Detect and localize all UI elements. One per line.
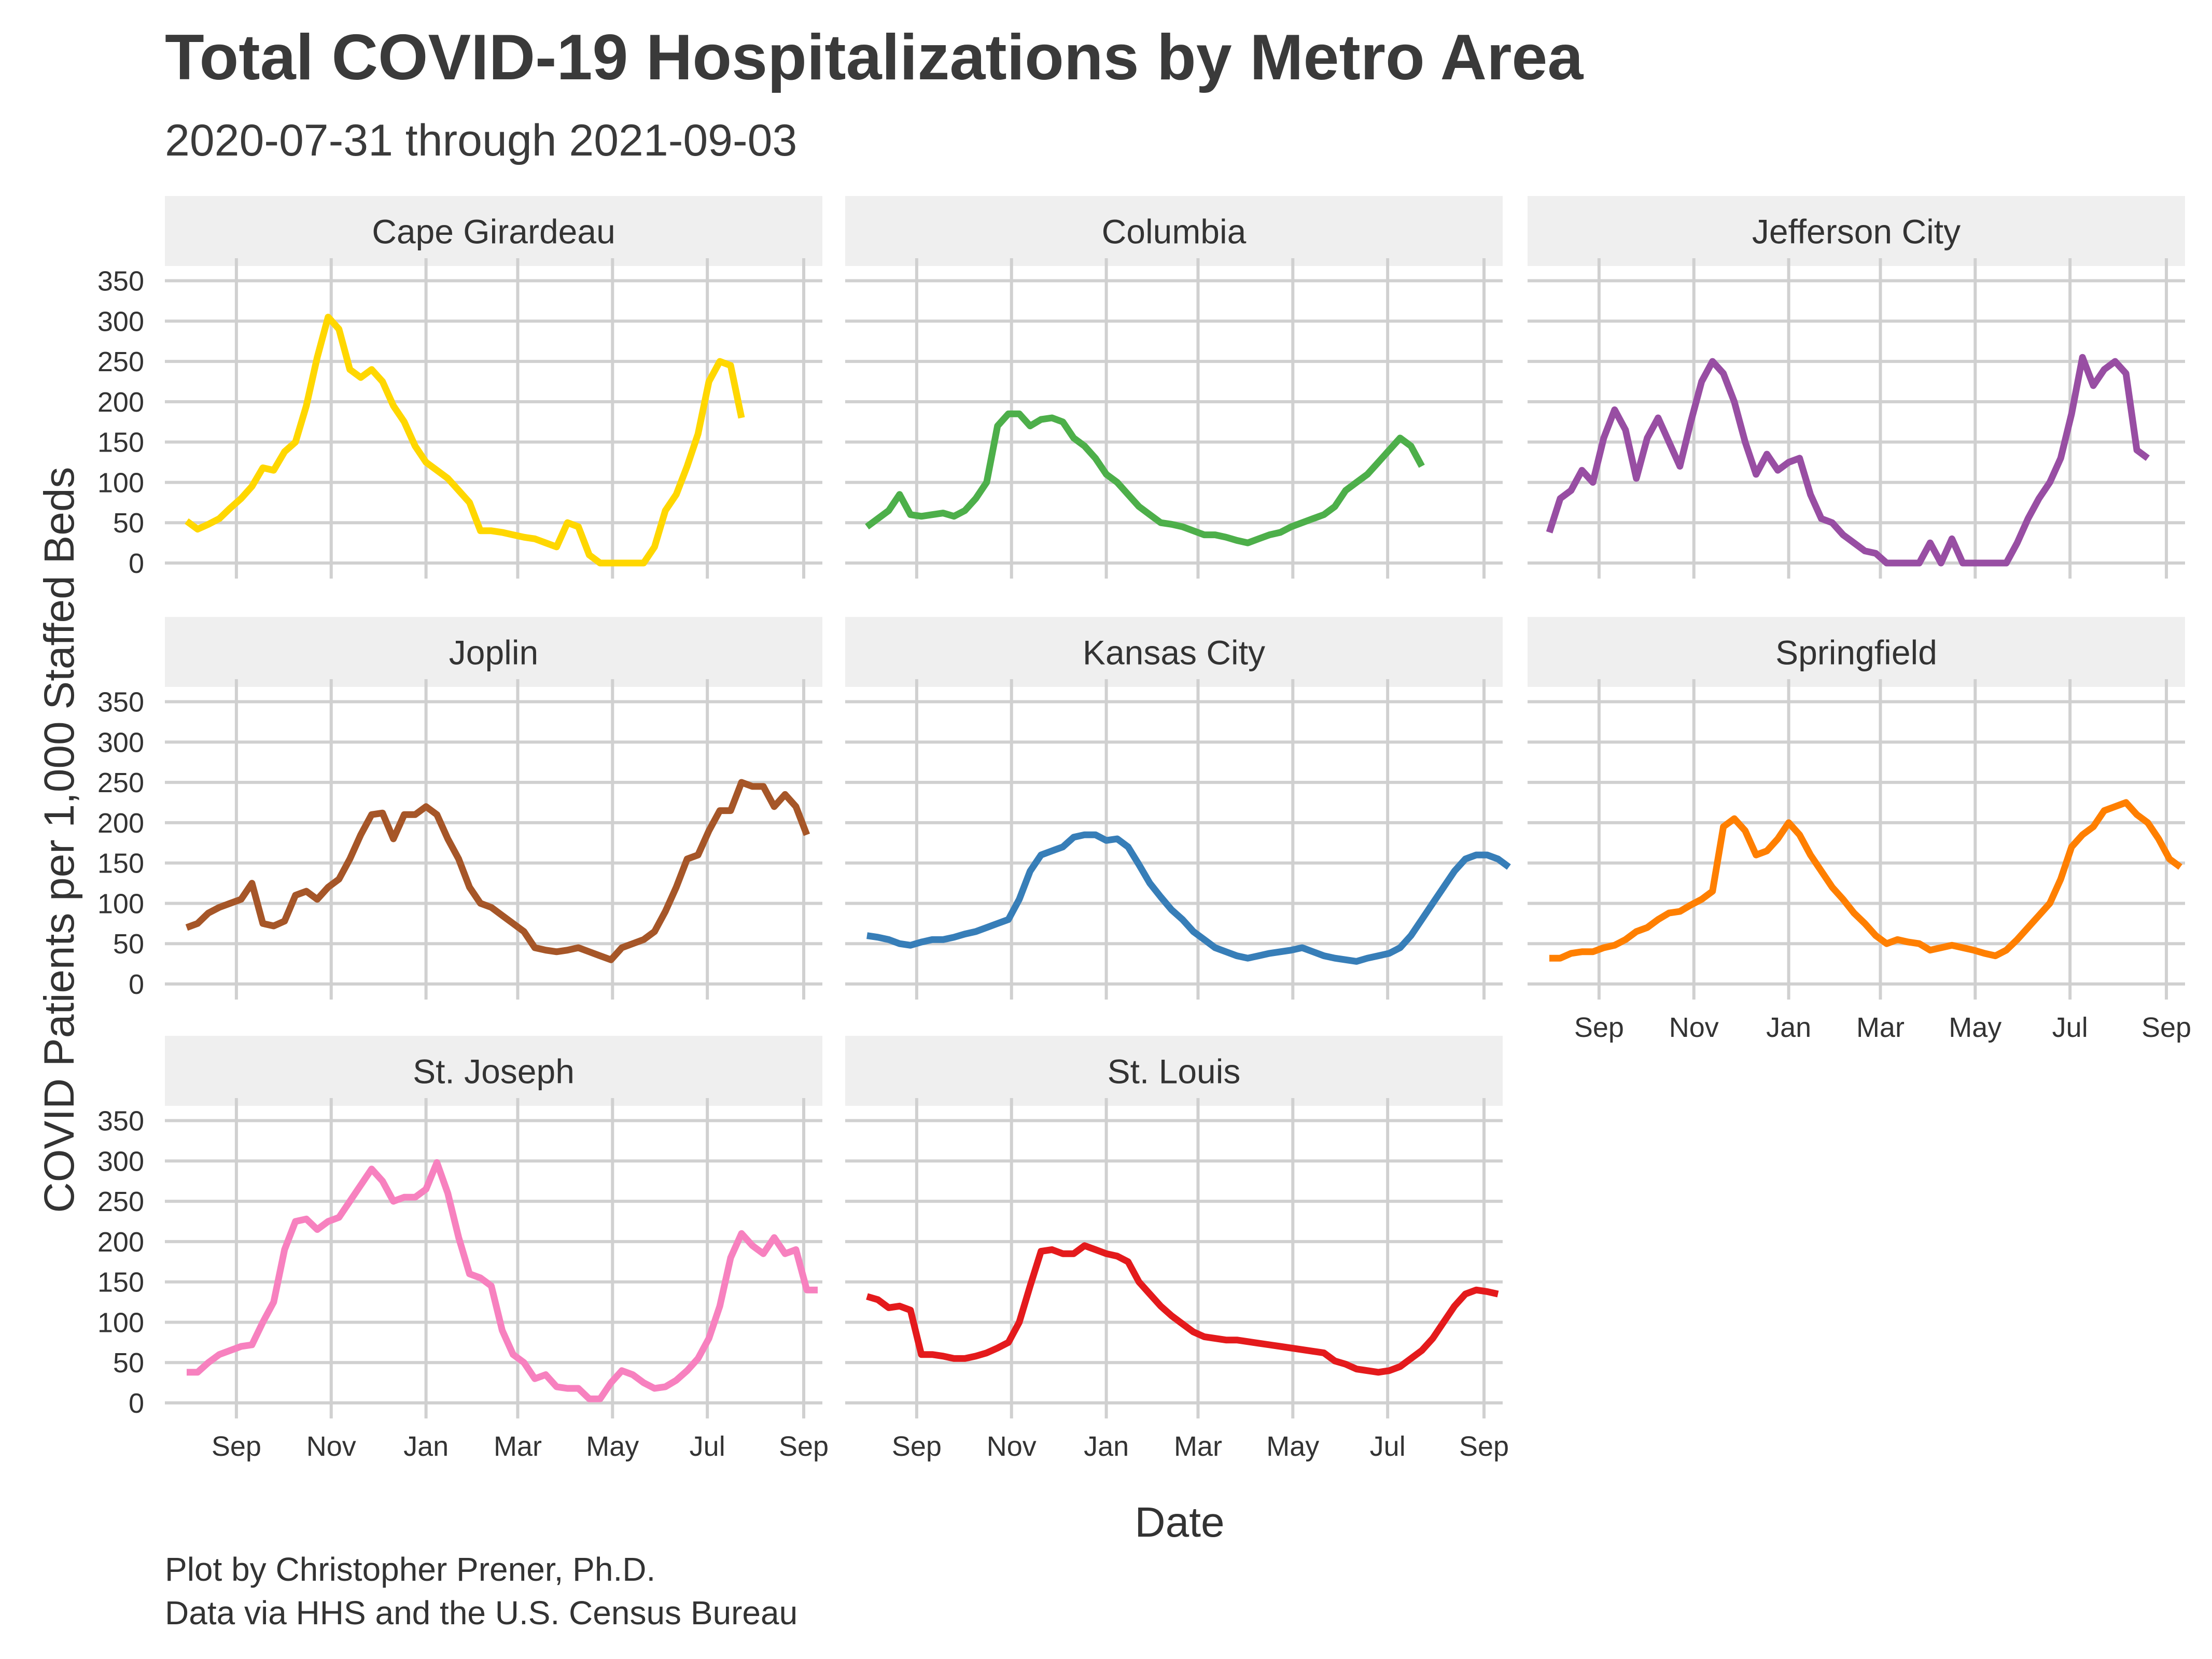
x-tick-label: Jul [690, 1431, 725, 1462]
strip-background [1528, 196, 2185, 266]
y-tick-label: 150 [97, 1267, 144, 1298]
strip-label-kansas-city: Kansas City [1083, 634, 1265, 672]
strip-label-joplin: Joplin [449, 634, 538, 672]
y-tick-label: 50 [113, 1347, 144, 1379]
x-tick-label: Sep [2141, 1012, 2191, 1043]
y-tick-label: 0 [129, 548, 144, 579]
caption: Plot by Christopher Prener, Ph.D. Data v… [165, 1548, 797, 1635]
x-tick-label: Jan [1766, 1012, 1811, 1043]
series-line-springfield [1549, 799, 2182, 962]
y-tick-label: 100 [97, 1307, 144, 1338]
y-tick-label: 100 [97, 888, 144, 919]
series-line-kansas-city [866, 831, 1511, 965]
strip-background [165, 196, 822, 266]
panel-joplin: Joplin 0 50 100 150 200 250 300 350 [97, 617, 822, 1000]
series-line-columbia [865, 410, 1425, 546]
strip-label-st-joseph: St. Joseph [413, 1052, 575, 1091]
x-tick-label: Mar [1856, 1012, 1905, 1043]
panel-cape-girardeau: Cape Girardeau 0 50 100 150 200 250 300 350 [97, 196, 822, 579]
strip-label-cape-girardeau: Cape Girardeau [372, 213, 615, 251]
strip-background [845, 196, 1503, 266]
panel-st-joseph: St. Joseph 0 50 100 150 200 250 300 350 Sep Nov Jan… [97, 1036, 829, 1462]
x-tick-label: Sep [212, 1431, 261, 1462]
x-tick-label: Mar [494, 1431, 542, 1462]
y-tick-label: 300 [97, 306, 144, 337]
strip-label-springfield: Springfield [1775, 634, 1937, 672]
series-line-st-louis [866, 1242, 1499, 1376]
x-tick-label: Sep [1459, 1431, 1509, 1462]
x-tick-label: Jan [1084, 1431, 1129, 1462]
series-line-jefferson-city [1546, 354, 2150, 567]
x-tick-label: May [1266, 1431, 1319, 1462]
strip-background [845, 1036, 1503, 1106]
x-tick-label: Sep [1574, 1012, 1624, 1043]
x-tick-label: Sep [779, 1431, 829, 1462]
panel-springfield: Springfield Sep Nov Jan Mar May Jul Sep [1528, 617, 2191, 1043]
x-axis-label: Date [1135, 1499, 1225, 1546]
strip-background [845, 617, 1503, 687]
strip-background [1528, 617, 2185, 687]
y-tick-label: 250 [97, 1186, 144, 1217]
y-tick-label: 100 [97, 467, 144, 498]
y-tick-label: 200 [97, 808, 144, 839]
y-tick-label: 150 [97, 427, 144, 458]
y-tick-label: 350 [97, 1106, 144, 1137]
x-tick-label: Jul [1370, 1431, 1406, 1462]
strip-background [165, 1036, 822, 1106]
strip-label-columbia: Columbia [1102, 213, 1247, 251]
y-tick-label: 350 [97, 687, 144, 718]
chart-subtitle: 2020-07-31 through 2021-09-03 [165, 116, 797, 165]
panel-columbia: Columbia [845, 196, 1503, 579]
y-tick-label: 50 [113, 508, 144, 539]
x-tick-label: Nov [987, 1431, 1037, 1462]
y-tick-label: 200 [97, 1227, 144, 1258]
y-tick-label: 250 [97, 767, 144, 798]
x-tick-label: May [1949, 1012, 2001, 1043]
chart-title: Total COVID-19 Hospitalizations by Metro… [165, 22, 1584, 93]
strip-label-st-louis: St. Louis [1108, 1052, 1241, 1091]
y-tick-label: 300 [97, 1146, 144, 1177]
x-tick-label: Jul [2052, 1012, 2088, 1043]
panel-jefferson-city: Jefferson City [1528, 196, 2185, 579]
strip-background [165, 617, 822, 687]
y-tick-label: 50 [113, 929, 144, 960]
caption-line-author: Plot by Christopher Prener, Ph.D. [165, 1551, 656, 1588]
y-tick-label: 200 [97, 387, 144, 418]
y-tick-label: 350 [97, 266, 144, 297]
x-tick-label: Jan [403, 1431, 449, 1462]
series-line-st-joseph [187, 1159, 818, 1402]
x-tick-label: Mar [1174, 1431, 1222, 1462]
series-line-cape-girardeau [185, 314, 745, 567]
panel-st-louis: St. Louis Sep Nov Jan Mar May Jul Sep [845, 1036, 1509, 1462]
y-tick-label: 0 [129, 969, 144, 1000]
x-tick-label: Sep [892, 1431, 942, 1462]
x-tick-label: May [586, 1431, 639, 1462]
y-tick-label: 150 [97, 848, 144, 879]
x-tick-label: Nov [1669, 1012, 1719, 1043]
y-tick-label: 300 [97, 727, 144, 758]
series-line-joplin [185, 779, 810, 963]
y-tick-label: 250 [97, 346, 144, 377]
x-tick-label: Nov [306, 1431, 356, 1462]
strip-label-jefferson-city: Jefferson City [1752, 213, 1961, 251]
panel-kansas-city: Kansas City [845, 617, 1511, 1000]
y-tick-label: 0 [129, 1388, 144, 1419]
caption-line-source: Data via HHS and the U.S. Census Bureau [165, 1594, 798, 1632]
